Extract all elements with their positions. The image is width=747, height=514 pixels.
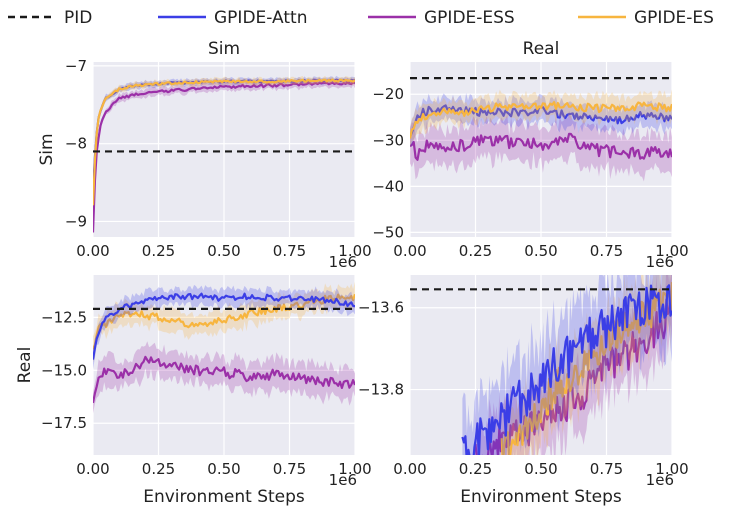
y-tick-label: −7: [65, 57, 87, 75]
series-layer: [410, 275, 672, 455]
x-offset-label: 1e6: [329, 253, 357, 271]
y-tick-label: −8: [65, 135, 87, 153]
band-gpide-ess: [475, 275, 672, 455]
x-tick-label: 0.50: [524, 460, 557, 478]
x-tick-label: 0.25: [142, 460, 175, 478]
x-tick-label: 0.75: [590, 460, 623, 478]
y-tick-label: −30: [372, 131, 404, 149]
x-axis-label: Environment Steps: [143, 487, 305, 507]
y-tick-label: −12.5: [41, 308, 87, 326]
x-tick-label: 0.25: [459, 460, 492, 478]
line-gpide-es: [410, 101, 672, 139]
legend-entry-pid: PID: [8, 8, 92, 28]
x-tick-label: 0.50: [207, 460, 240, 478]
y-tick-label: −13.6: [358, 299, 404, 317]
band-gpide-ess: [93, 77, 355, 237]
panel-sim-real: 0.00 0.25 0.50 0.75 1.00 −50 −40 −30 −20 1e6 Real: [372, 39, 688, 271]
legend: PID GPIDE-Attn GPIDE-ESS GPIDE-ES: [8, 8, 714, 28]
panel-real-real: 0.00 0.25 0.50 0.75 1.00 −13.8 −13.6 1e6 Environ…: [358, 275, 689, 507]
x-tick-label: 1.00: [338, 460, 371, 478]
x-tick-label: 0.25: [142, 242, 175, 260]
y-tick-label: −13.8: [358, 381, 404, 399]
band-gpide-attn: [93, 284, 355, 370]
x-tick-label: 0.75: [273, 460, 306, 478]
x-offset-label: 1e6: [646, 253, 674, 271]
legend-label-gpide-es: GPIDE-ES: [634, 8, 714, 28]
x-tick-label: 1.00: [655, 460, 688, 478]
line-gpide-attn: [461, 284, 672, 455]
line-gpide-es: [93, 78, 355, 206]
y-tick-label: −40: [372, 177, 404, 195]
x-tick-label: 0.75: [273, 242, 306, 260]
series-layer: [410, 77, 672, 182]
x-tick-label: 1.00: [655, 242, 688, 260]
series-layer: [93, 75, 355, 237]
x-tick-label: 0.75: [590, 242, 623, 260]
x-tick-label: 0.25: [459, 242, 492, 260]
legend-entry-gpide-ess: GPIDE-ESS: [368, 8, 515, 28]
legend-entry-gpide-es: GPIDE-ES: [578, 8, 714, 28]
legend-label-gpide-ess: GPIDE-ESS: [424, 8, 515, 28]
panel-real-sim: 0.00 0.25 0.50 0.75 1.00 −17.5 −15.0 −12.5 1e6 Re…: [15, 275, 372, 507]
x-tick-label: 0.00: [393, 460, 426, 478]
y-tick-label: −9: [65, 212, 87, 230]
legend-label-pid: PID: [64, 8, 92, 28]
x-tick-label: 1.00: [338, 242, 371, 260]
y-tick-label: −17.5: [41, 414, 87, 432]
legend-label-gpide-attn: GPIDE-Attn: [214, 8, 307, 28]
x-offset-label: 1e6: [329, 471, 357, 489]
x-tick-label: 0.50: [207, 242, 240, 260]
x-tick-label: 0.00: [76, 242, 109, 260]
line-gpide-ess: [93, 355, 355, 404]
x-tick-label: 0.50: [524, 242, 557, 260]
panel-title: Real: [523, 39, 560, 59]
y-tick-label: −15.0: [41, 361, 87, 379]
y-tick-label: −50: [372, 223, 404, 241]
y-axis-label: Real: [15, 347, 35, 384]
band-gpide-es: [410, 89, 672, 148]
panel-title: Sim: [208, 39, 240, 59]
x-offset-label: 1e6: [646, 471, 674, 489]
line-gpide-ess: [410, 132, 672, 161]
y-tick-label: −20: [372, 85, 404, 103]
x-tick-label: 0.00: [393, 242, 426, 260]
y-axis-label: Sim: [37, 133, 57, 165]
line-gpide-ess: [93, 81, 355, 233]
line-gpide-es: [500, 282, 672, 455]
series-layer: [93, 281, 355, 414]
x-axis-label: Environment Steps: [460, 487, 622, 507]
line-gpide-attn: [93, 292, 355, 360]
x-tick-label: 0.00: [76, 460, 109, 478]
legend-entry-gpide-attn: GPIDE-Attn: [158, 8, 307, 28]
panel-sim-sim: 0.00 0.25 0.50 0.75 1.00 −9 −8 −7 1e6 Sim Sim: [37, 39, 372, 271]
